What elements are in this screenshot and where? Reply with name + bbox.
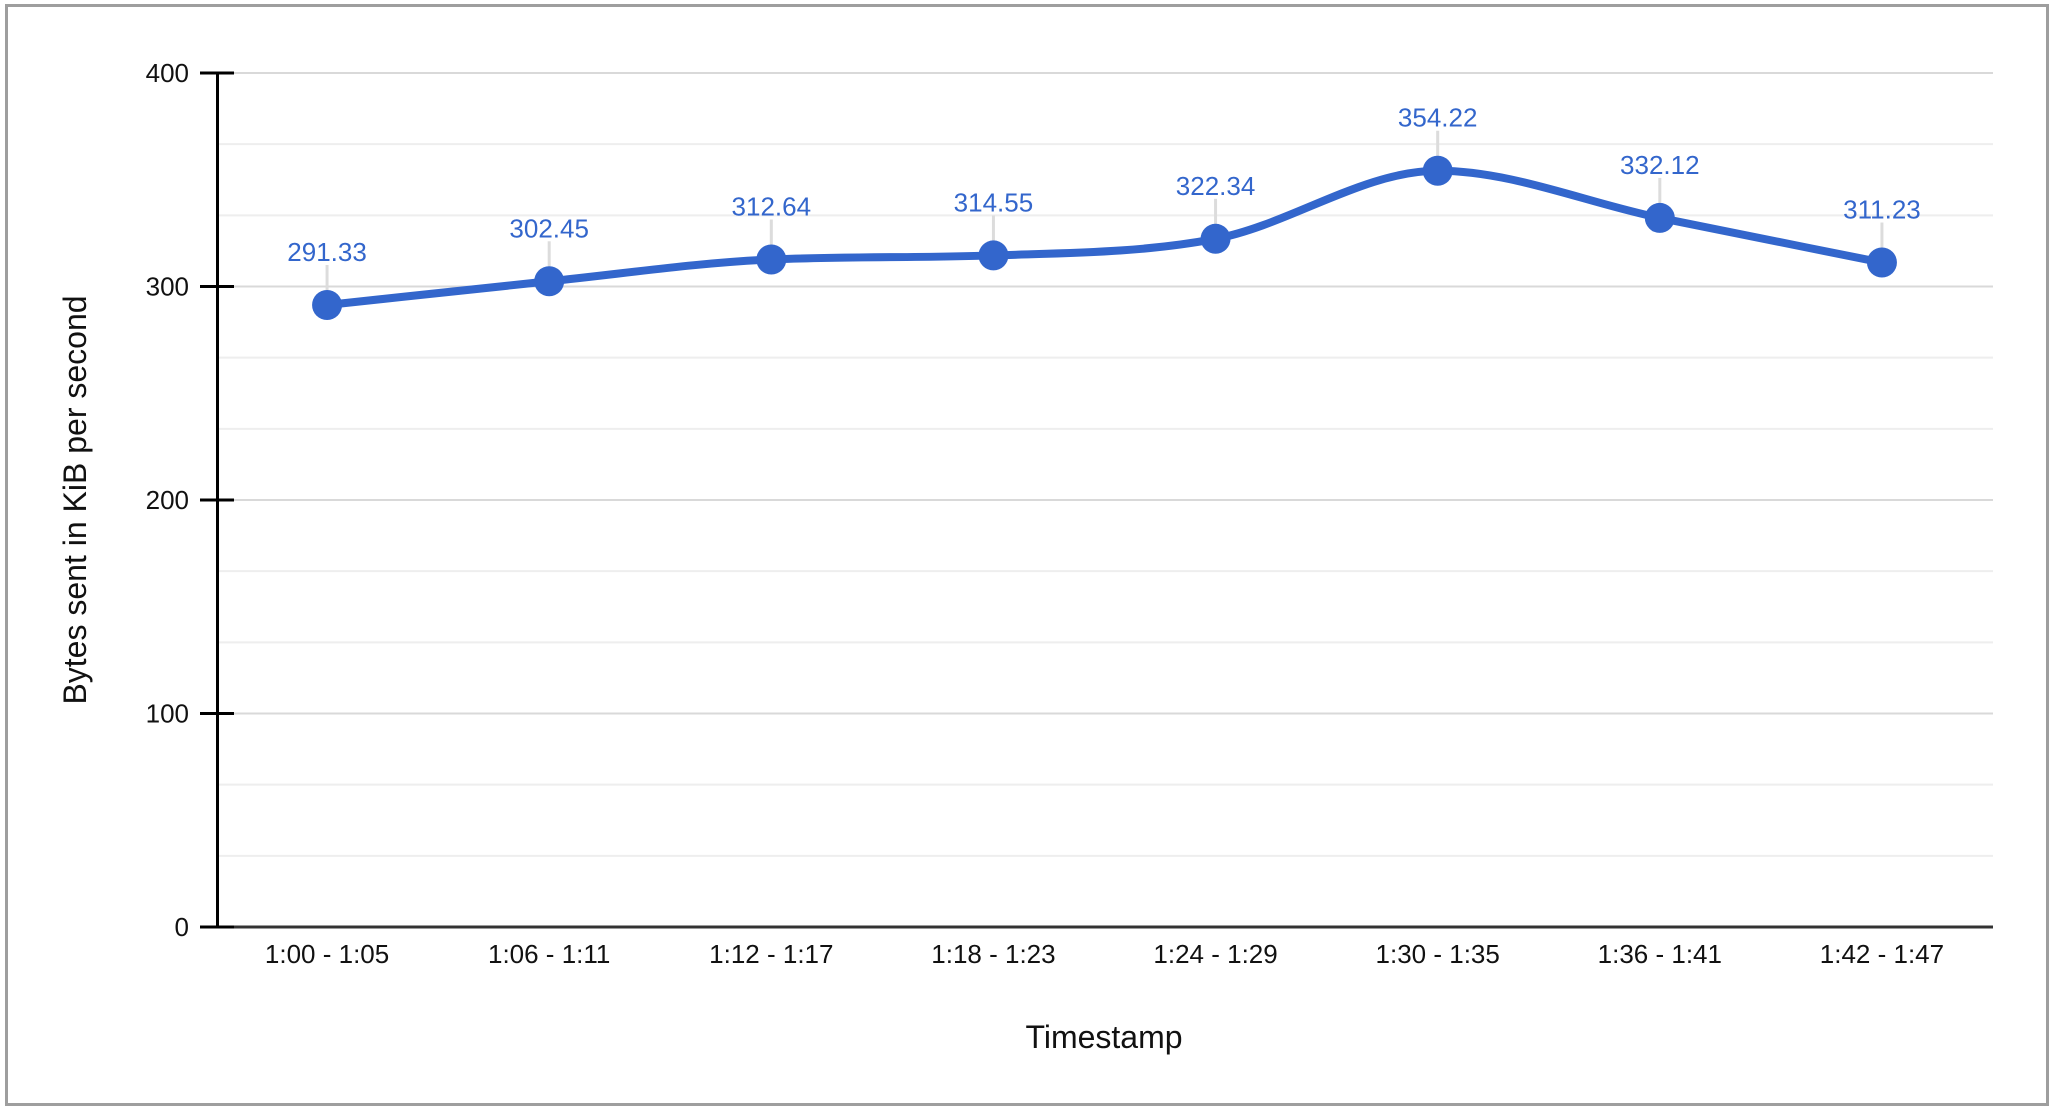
- x-axis-title: Timestamp: [1025, 1019, 1182, 1055]
- series-line: [323, 166, 1886, 310]
- minor-gridlines: [216, 143, 1993, 857]
- data-point-label: 314.55: [954, 187, 1034, 217]
- annotation-stems: [325, 130, 1884, 294]
- data-point-label: 291.33: [287, 237, 367, 267]
- data-point-labels: 291.33 302.45 312.64 314.55 322.34 354.22 332.…: [287, 103, 1920, 267]
- data-point-label: 354.22: [1398, 103, 1478, 133]
- major-gridlines: [216, 72, 1993, 715]
- data-series: [323, 166, 1886, 310]
- x-tick-label: 1:18 - 1:23: [931, 939, 1055, 969]
- data-point-label: 302.45: [509, 213, 589, 243]
- data-point-marker[interactable]: [756, 244, 787, 275]
- data-point-marker[interactable]: [1200, 223, 1231, 254]
- y-tick-label: 300: [146, 272, 189, 302]
- x-tick-label: 1:30 - 1:35: [1376, 939, 1500, 969]
- y-tick-label: 400: [146, 58, 189, 88]
- y-tick-label: 200: [146, 485, 189, 515]
- data-point-label: 322.34: [1176, 171, 1256, 201]
- x-tick-label: 1:00 - 1:05: [265, 939, 389, 969]
- y-tick-label: 0: [175, 912, 189, 942]
- data-point-marker[interactable]: [1866, 247, 1897, 278]
- y-axis-title: Bytes sent in KiB per second: [57, 295, 93, 704]
- data-point-label: 312.64: [732, 192, 812, 222]
- data-point-marker[interactable]: [1422, 155, 1453, 186]
- x-axis-tick-labels: 1:00 - 1:05 1:06 - 1:11 1:12 - 1:17 1:18 - …: [265, 939, 1944, 969]
- x-tick-label: 1:42 - 1:47: [1820, 939, 1944, 969]
- data-point-marker[interactable]: [534, 266, 565, 297]
- axes: [200, 71, 1993, 929]
- data-point-label: 332.12: [1620, 150, 1700, 180]
- data-point-label: 311.23: [1843, 195, 1921, 225]
- data-point-marker[interactable]: [1644, 202, 1675, 233]
- x-tick-label: 1:06 - 1:11: [488, 939, 610, 969]
- x-tick-label: 1:12 - 1:17: [709, 939, 833, 969]
- data-point-markers: [312, 155, 1897, 321]
- data-point-marker[interactable]: [312, 290, 343, 321]
- y-axis-tick-labels: 0 100 200 300 400: [146, 58, 189, 942]
- y-tick-label: 100: [146, 699, 189, 729]
- x-tick-label: 1:24 - 1:29: [1153, 939, 1277, 969]
- data-point-marker[interactable]: [978, 240, 1009, 271]
- x-tick-label: 1:36 - 1:41: [1598, 939, 1722, 969]
